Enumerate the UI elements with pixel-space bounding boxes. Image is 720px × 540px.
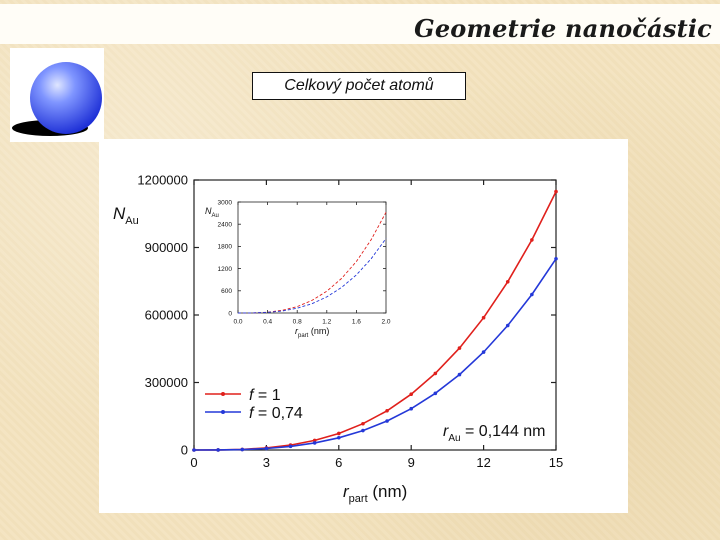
chart-legend: f = 1f = 0,74	[205, 387, 303, 422]
main-series-point-2	[409, 406, 414, 411]
inset-x-tick-label: 0.0	[233, 319, 242, 326]
main-series-point-2	[530, 292, 534, 297]
legend-label-1: f = 1	[249, 387, 281, 404]
inset-y-tick-label: 600	[221, 288, 232, 295]
sphere-icon	[12, 62, 102, 136]
inset-x-tick-label: 0.4	[263, 319, 272, 326]
inset-series-line-1	[237, 212, 387, 314]
main-y-tick-label: 300000	[145, 375, 188, 390]
main-y-tick-label: 1200000	[137, 173, 188, 188]
main-series-point-1	[361, 421, 365, 426]
inset-x-tick-label: 1.6	[352, 319, 361, 326]
main-series-point-2	[216, 448, 220, 452]
main-series-point-2	[385, 419, 389, 423]
title-bar: Geometrie nanočástic	[0, 4, 720, 44]
chart-annotation: rAu = 0,144 nm	[443, 423, 546, 444]
main-y-tick-label: 0	[181, 443, 188, 458]
main-series-point-1	[457, 346, 462, 350]
main-y-axis-label: NAu	[113, 204, 139, 227]
main-x-axis-label: rpart (nm)	[343, 482, 407, 505]
sphere-body	[30, 62, 102, 134]
main-series-point-1	[312, 438, 317, 443]
main-series-point-2	[192, 448, 196, 452]
main-series-point-1	[481, 315, 486, 320]
inset-plot-frame	[237, 201, 387, 314]
main-y-tick-label: 900000	[145, 240, 188, 255]
inset-y-tick-label: 0	[228, 310, 232, 317]
main-series-point-2	[554, 256, 558, 261]
main-series-point-2	[361, 428, 365, 433]
slide-title: Geometrie nanočástic	[414, 14, 712, 43]
inset-x-axis-label: rpart (nm)	[295, 326, 329, 339]
main-series-point-2	[288, 444, 293, 449]
chart-subtitle-box: Celkový počet atomů	[252, 72, 466, 100]
inset-x-tick-label: 2.0	[381, 319, 390, 326]
chart-panel: 0 3 6 9 12 15 0 300000 600000 900000 1200000 NAu rpa…	[99, 139, 628, 513]
main-series-point-1	[433, 371, 438, 376]
main-x-tick-label: 15	[549, 455, 563, 470]
main-series-point-2	[481, 350, 486, 354]
legend-label-2: f = 0,74	[249, 405, 303, 422]
main-series-point-2	[505, 323, 510, 328]
chart-svg: 0 3 6 9 12 15 0 300000 600000 900000 1200000 NAu rpa…	[113, 173, 563, 505]
main-y-tick-label: 600000	[145, 308, 188, 323]
inset-x-tick-label: 1.2	[322, 319, 331, 326]
legend-marker-2	[221, 410, 225, 414]
main-x-tick-label: 0	[190, 455, 197, 470]
main-series-point-2	[337, 435, 341, 440]
main-series-point-2	[312, 441, 317, 445]
main-series-point-1	[554, 189, 558, 194]
main-series-point-1	[385, 409, 389, 413]
inset-plot: 0.0 0.4 0.8 1.2 1.6 2.0 0 600 1200 1800 2400 3000NA…	[205, 199, 391, 339]
main-plot: 0 3 6 9 12 15 0 300000 600000 900000 1200000 NAu rpa…	[113, 173, 563, 505]
main-series-line-2	[193, 258, 557, 451]
main-series-point-1	[337, 431, 341, 436]
main-series-point-2	[433, 391, 438, 396]
main-series-point-1	[409, 392, 414, 396]
main-x-tick-label: 6	[335, 455, 342, 470]
main-x-tick-label: 12	[476, 455, 490, 470]
main-series-point-2	[240, 447, 245, 452]
main-series-point-1	[530, 238, 534, 242]
legend-marker-1	[221, 392, 225, 396]
main-x-tick-label: 9	[408, 455, 415, 470]
inset-y-tick-label: 2400	[218, 221, 233, 228]
inset-series-line-2	[237, 238, 387, 314]
inset-x-tick-label: 0.8	[293, 319, 302, 326]
main-x-tick-label: 3	[263, 455, 270, 470]
inset-y-axis-label: NAu	[205, 206, 219, 219]
main-series-point-2	[457, 372, 462, 377]
inset-y-tick-label: 3000	[218, 199, 233, 206]
main-series-point-1	[505, 279, 510, 284]
inset-y-tick-label: 1200	[218, 266, 233, 273]
sphere-image	[10, 48, 104, 142]
inset-y-tick-label: 1800	[218, 244, 233, 251]
main-series-point-2	[264, 446, 269, 451]
